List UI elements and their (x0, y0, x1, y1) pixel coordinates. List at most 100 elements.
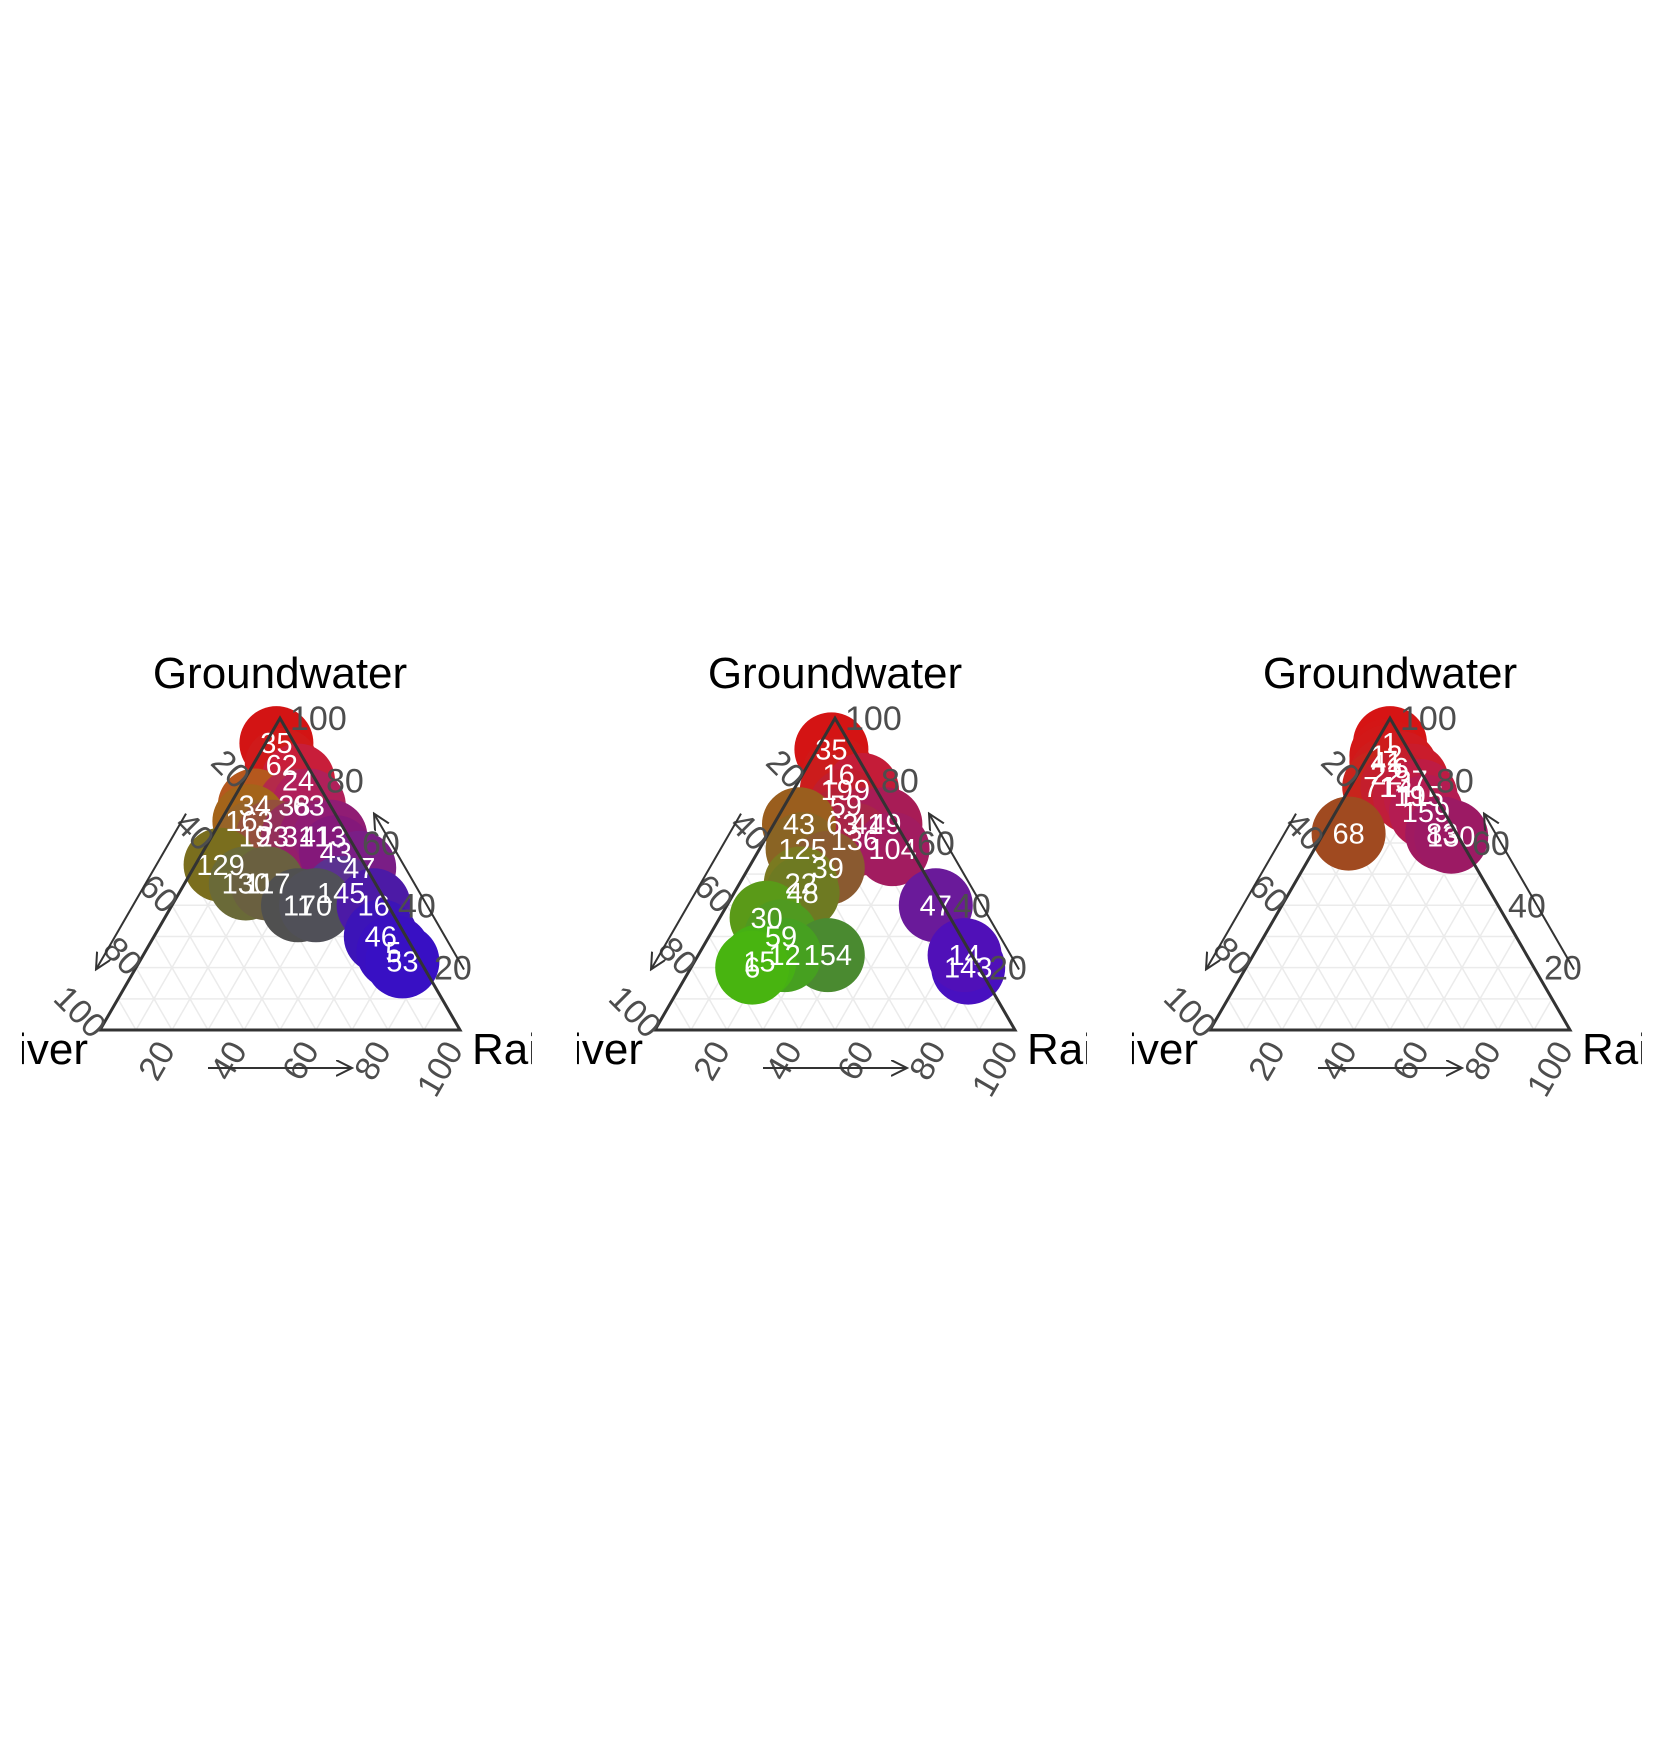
tick-label-rain: 40 (1313, 1035, 1365, 1087)
data-point-label: 46 (365, 921, 397, 953)
data-point (279, 868, 353, 943)
grid-line (1389, 873, 1481, 1031)
triangle-frame (97, 715, 463, 1032)
tick-label-groundwater: 60 (1472, 825, 1510, 863)
tick-label-rain: 100 (410, 1035, 471, 1103)
river-arrow (96, 813, 187, 970)
data-point-label: 71 (1363, 772, 1395, 804)
data-point-label: 43 (320, 837, 352, 869)
river-arrow (1206, 813, 1297, 970)
data-point-label: 6 (1393, 753, 1409, 785)
data-point-label: 163 (225, 806, 273, 838)
data-point (855, 812, 930, 887)
groundwater-arrow (374, 814, 465, 970)
grid-line (1245, 967, 1283, 1031)
data-point-label: 136 (831, 825, 879, 857)
grid-line (153, 936, 209, 1031)
data-point-label: 14 (1381, 772, 1413, 804)
tick-label-groundwater: 40 (398, 887, 436, 925)
data-point-label: 104 (868, 834, 916, 866)
corner-label-rain: Rain (472, 1025, 563, 1074)
grid-line (1497, 967, 1535, 1031)
tick-label-rain: 20 (131, 1035, 183, 1087)
data-point-label: 68 (1332, 819, 1364, 851)
corner-label-rain: Rain (1027, 1025, 1118, 1074)
grid-line (1263, 936, 1319, 1031)
tick-label-groundwater: 20 (434, 950, 472, 988)
tick-label-groundwater: 80 (326, 763, 364, 801)
grid-line (1299, 873, 1391, 1031)
data-point-label: 48 (786, 878, 818, 910)
chart-title: Groundwater (1263, 649, 1517, 698)
chart-title: Groundwater (708, 649, 962, 698)
grid-line (117, 998, 137, 1031)
data-point-label: 15 (743, 946, 775, 978)
tick-label-rain: 20 (1241, 1035, 1293, 1087)
tick-label-groundwater: 20 (989, 950, 1027, 988)
data-point-label: 9 (854, 775, 870, 807)
data-point-label: 59 (830, 791, 862, 823)
data-point-label: 22 (785, 868, 817, 900)
data-point-label: 125 (778, 834, 826, 866)
data-point-label: 59 (765, 921, 797, 953)
corner-label-rain: Rain (1582, 1025, 1669, 1074)
grid-line (1281, 904, 1355, 1031)
tick-label-groundwater: 80 (1436, 763, 1474, 801)
tick-label-rain: 60 (275, 1035, 327, 1087)
tick-label-groundwater: 40 (1508, 887, 1546, 925)
tick-label-groundwater: 100 (290, 700, 347, 738)
data-point (715, 930, 790, 1005)
grid-line (1533, 998, 1553, 1031)
data-point-label: 130 (222, 868, 270, 900)
data-point-label: 117 (244, 868, 290, 900)
data-point-label: 39 (812, 853, 844, 885)
data-point-label: 145 (317, 878, 365, 910)
grid-line (1461, 936, 1517, 1031)
data-point-label: 30 (750, 903, 782, 935)
grid-line (690, 967, 728, 1031)
data-point-label: 35 (815, 734, 847, 766)
tick-label-rain: 40 (758, 1035, 810, 1087)
data-point-label: 19 (239, 822, 271, 854)
tick-label-rain: 80 (1457, 1035, 1509, 1087)
groundwater-arrow (929, 814, 1020, 970)
data-point-label: 19 (1394, 781, 1426, 813)
data-point-label: 23 (257, 822, 289, 854)
tick-label-rain: 80 (902, 1035, 954, 1087)
data-point-label: 5 (385, 937, 401, 969)
axis-arrows (1206, 813, 1575, 1068)
data-point-label: 12 (768, 940, 800, 972)
data-point-label: 31 (282, 822, 314, 854)
grid-line (1227, 998, 1247, 1031)
data-point-label: 16 (357, 890, 389, 922)
tick-label-rain: 20 (686, 1035, 738, 1087)
data-point-label: 63 (826, 809, 858, 841)
data-point-label: 19 (821, 775, 853, 807)
tick-label-groundwater: 100 (1400, 700, 1457, 738)
corner-label-river: River (0, 1025, 88, 1074)
grid-line (978, 998, 998, 1031)
triangle-frame (652, 715, 1018, 1032)
tick-label-groundwater: 40 (953, 887, 991, 925)
tick-label-groundwater: 60 (917, 825, 955, 863)
data-point-label: 41 (851, 809, 883, 841)
data-point-label: 1 (1382, 728, 1398, 760)
grid-line (135, 967, 173, 1031)
data-point-label: 38 (278, 791, 310, 823)
data-point-label: 159 (1402, 797, 1450, 829)
tick-label-groundwater: 20 (1544, 950, 1582, 988)
data-point-label: 11 (283, 890, 313, 922)
axis-arrows (96, 813, 465, 1068)
river-arrow (651, 813, 742, 970)
triangle-frame (1207, 715, 1573, 1032)
data-point-label: 63 (293, 791, 325, 823)
tick-label-groundwater: 60 (362, 825, 400, 863)
axis-arrows (651, 813, 1020, 1068)
tick-label-rain: 80 (347, 1035, 399, 1087)
